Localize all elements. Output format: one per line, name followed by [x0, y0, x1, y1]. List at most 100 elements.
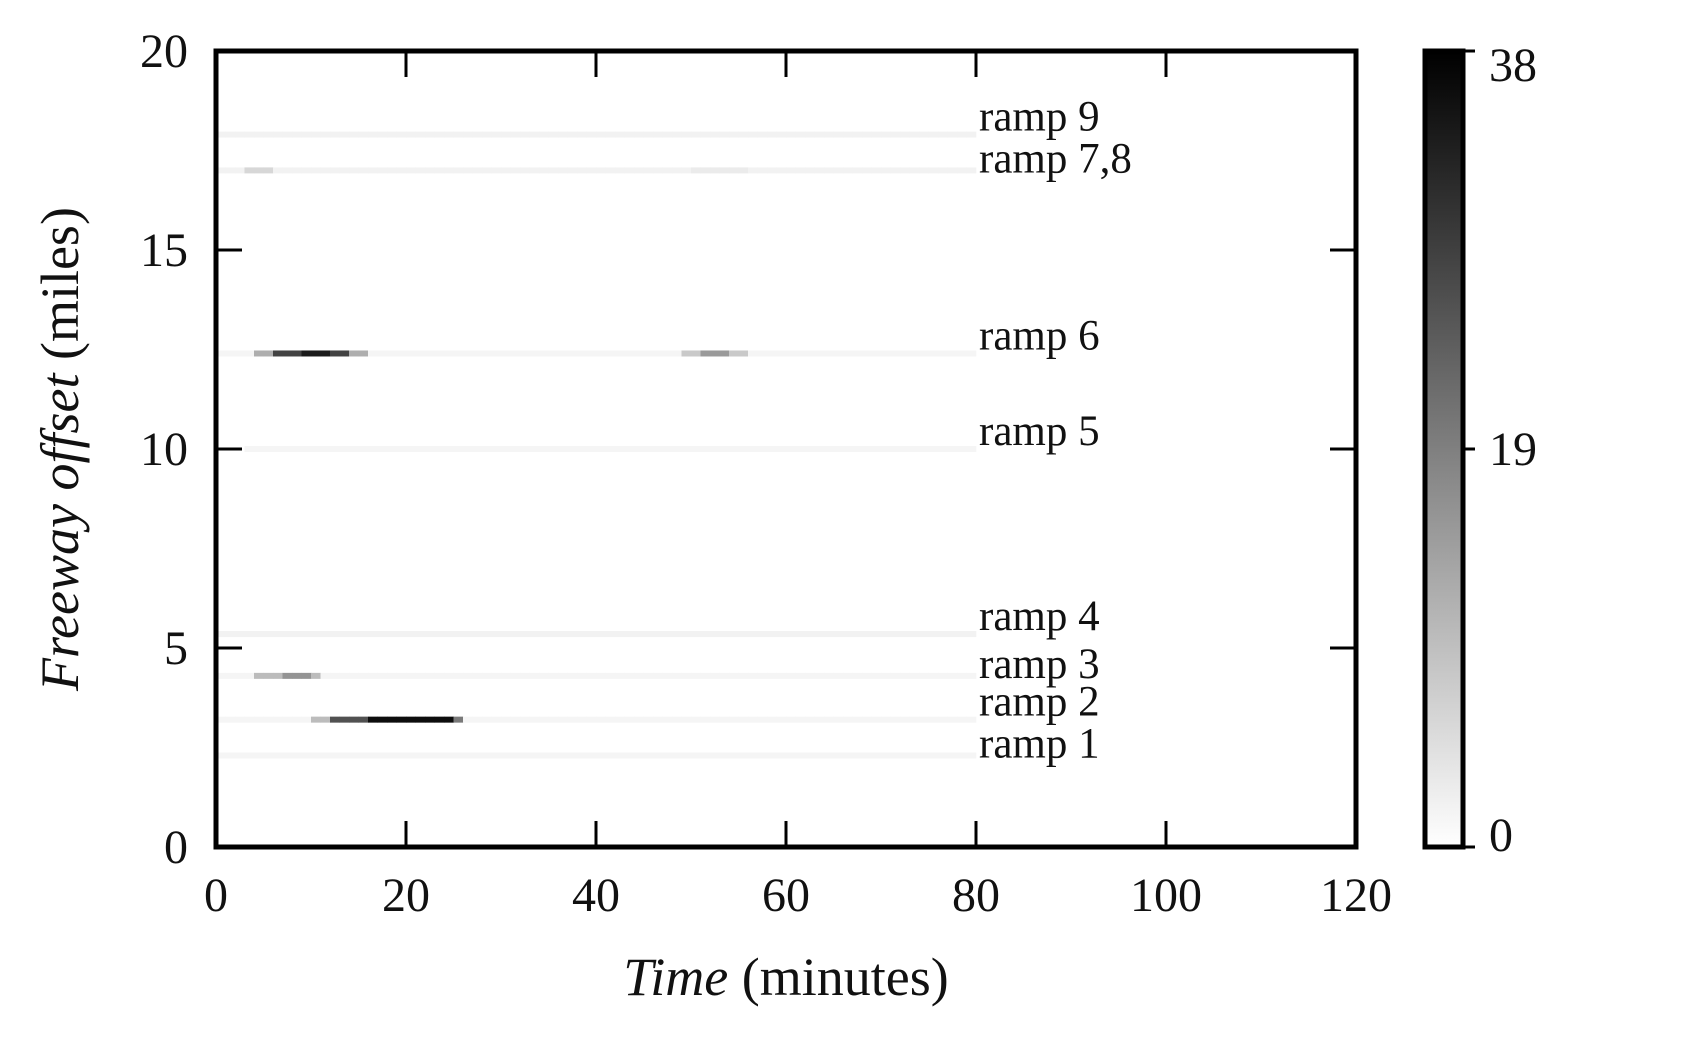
- heat-cell: [263, 716, 274, 723]
- heat-cell: [719, 716, 730, 723]
- heat-cell: [643, 446, 654, 452]
- heat-cell: [444, 752, 454, 759]
- heat-cell: [738, 672, 749, 679]
- heat-cell: [890, 131, 901, 138]
- heat-cell: [434, 631, 445, 638]
- heat-cell: [482, 672, 492, 679]
- heat-cell: [700, 350, 711, 357]
- heat-cell: [767, 752, 777, 759]
- heat-cell: [909, 716, 920, 723]
- heat-cell: [843, 167, 853, 174]
- heat-cell: [406, 631, 416, 638]
- heat-cell: [729, 631, 739, 638]
- heat-cell: [567, 672, 578, 679]
- heat-cell: [805, 167, 815, 174]
- heat-cell: [529, 631, 540, 638]
- heat-cell: [795, 752, 806, 759]
- heat-cell: [216, 350, 226, 357]
- heat-cell: [871, 631, 882, 638]
- heat-cell: [548, 350, 559, 357]
- heat-cell: [909, 167, 920, 174]
- heat-cell: [643, 350, 654, 357]
- heat-cell: [311, 167, 321, 174]
- heat-cell: [339, 350, 350, 357]
- heat-cell: [463, 716, 473, 723]
- heat-cell: [833, 167, 844, 174]
- heat-cell: [330, 716, 340, 723]
- heat-cell: [282, 631, 293, 638]
- heat-cell: [491, 716, 502, 723]
- heat-cell: [558, 631, 568, 638]
- heat-cell: [957, 446, 967, 452]
- heat-cell: [282, 167, 293, 174]
- heat-cell: [843, 131, 853, 138]
- heat-cell: [292, 752, 302, 759]
- y-tick-label: 10: [140, 423, 188, 476]
- heat-cell: [966, 716, 977, 723]
- heat-cell: [757, 672, 768, 679]
- heat-cell: [330, 350, 340, 357]
- heat-cell: [501, 350, 511, 357]
- heat-cell: [463, 167, 473, 174]
- heat-cell: [814, 631, 825, 638]
- heat-cell: [510, 752, 521, 759]
- heat-cell: [415, 752, 426, 759]
- heat-cell: [909, 131, 920, 138]
- heat-cell: [814, 350, 825, 357]
- heat-cell: [833, 131, 844, 138]
- heat-cell: [634, 631, 644, 638]
- heat-cell: [710, 672, 720, 679]
- heat-cell: [596, 752, 606, 759]
- heat-cell: [833, 752, 844, 759]
- heat-cell: [339, 167, 350, 174]
- heat-cell: [672, 631, 682, 638]
- heat-cell: [871, 446, 882, 452]
- heat-cell: [814, 131, 825, 138]
- heat-cell: [719, 131, 730, 138]
- heat-cell: [425, 167, 435, 174]
- heat-cell: [681, 350, 692, 357]
- heat-cell: [235, 631, 245, 638]
- heat-cell: [254, 631, 264, 638]
- heat-cell: [463, 446, 473, 452]
- heat-cell: [235, 672, 245, 679]
- heat-cell: [216, 672, 226, 679]
- heat-cell: [653, 631, 663, 638]
- heat-cell: [358, 350, 369, 357]
- heat-cell: [558, 716, 568, 723]
- heat-cell: [862, 131, 872, 138]
- heat-cell: [301, 446, 312, 452]
- heat-cell: [396, 350, 407, 357]
- heat-cell: [881, 672, 891, 679]
- heat-cell: [662, 446, 673, 452]
- heat-cell: [871, 716, 882, 723]
- heat-cell: [225, 167, 236, 174]
- heat-cell: [387, 350, 397, 357]
- heat-cell: [501, 446, 511, 452]
- heat-cell: [254, 167, 264, 174]
- heat-cell: [577, 672, 587, 679]
- heat-cell: [301, 752, 312, 759]
- heat-cell: [757, 350, 768, 357]
- heat-cell: [548, 672, 559, 679]
- heat-cell: [919, 672, 929, 679]
- heat-cell: [672, 672, 682, 679]
- heat-cell: [330, 167, 340, 174]
- heat-cell: [358, 716, 369, 723]
- heat-cell: [225, 672, 236, 679]
- heat-cell: [681, 167, 692, 174]
- heat-cell: [786, 131, 796, 138]
- heat-cell: [292, 631, 302, 638]
- heat-cell: [938, 167, 948, 174]
- heat-cell: [406, 131, 416, 138]
- heat-cell: [491, 350, 502, 357]
- heat-cell: [358, 131, 369, 138]
- heat-cell: [434, 752, 445, 759]
- heat-cell: [339, 716, 350, 723]
- heat-cell: [900, 716, 910, 723]
- heat-cell: [947, 350, 958, 357]
- heat-cell: [843, 631, 853, 638]
- heat-cell: [776, 716, 787, 723]
- heat-cell: [786, 672, 796, 679]
- heat-cell: [710, 752, 720, 759]
